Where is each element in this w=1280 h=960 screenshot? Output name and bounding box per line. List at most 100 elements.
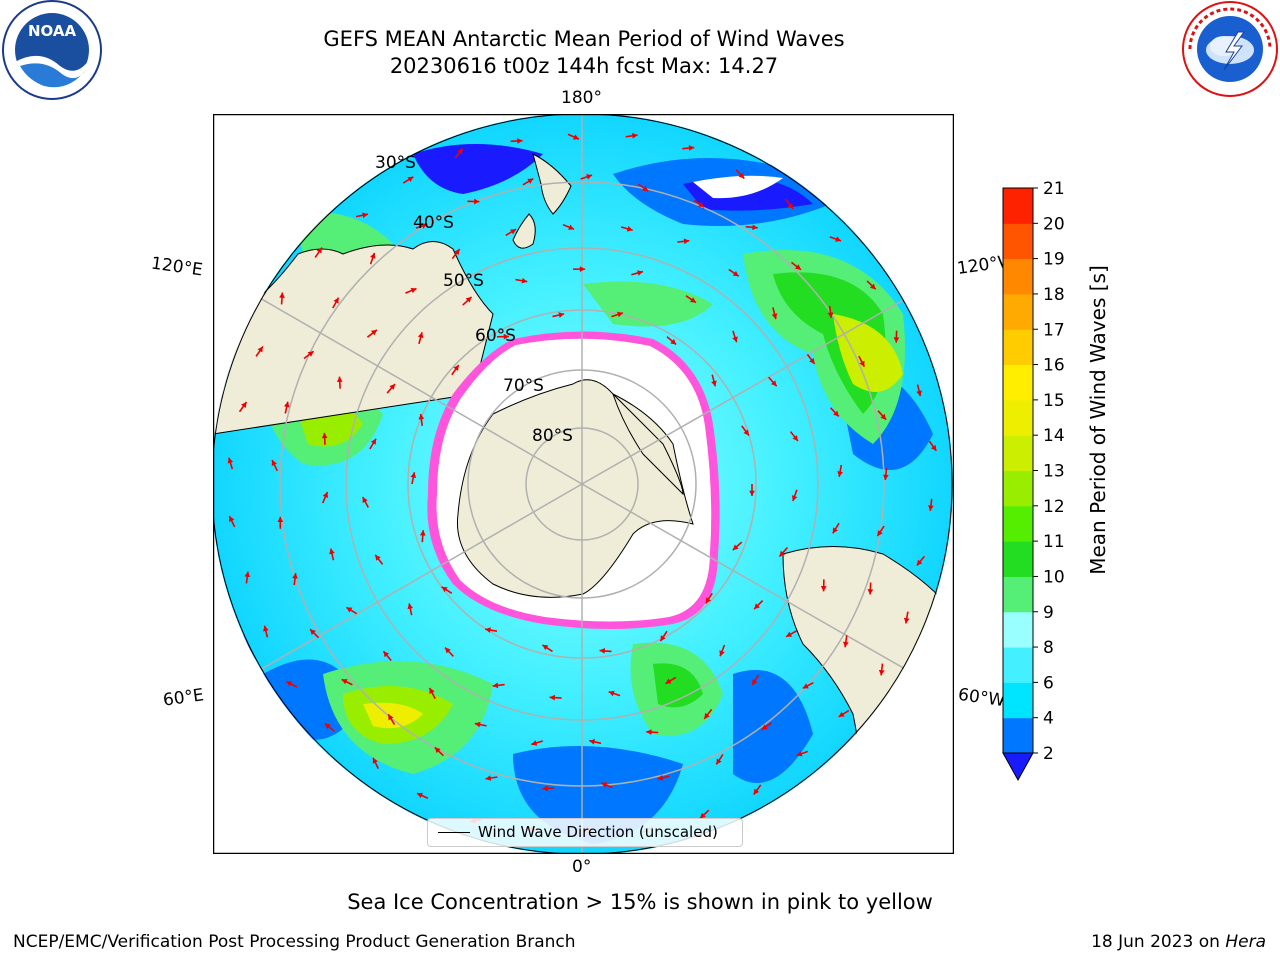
wind-arrowhead	[698, 201, 705, 208]
wind-arrowhead	[383, 651, 390, 658]
wind-arrowhead	[930, 444, 937, 451]
colorbar-tick-label: 8	[1043, 638, 1054, 658]
colorbar-segment	[1003, 647, 1033, 683]
wind-arrowhead	[372, 757, 378, 764]
wind-arrowhead	[835, 236, 842, 242]
wind-arrowhead	[916, 559, 923, 566]
wind-arrowhead	[445, 647, 451, 654]
wind-arrowhead	[370, 252, 376, 259]
wind-arrowhead	[637, 270, 643, 276]
wind-arrowhead	[370, 329, 377, 336]
wind-arrowhead	[465, 296, 472, 303]
wind-arrowhead	[542, 785, 548, 792]
colorbar-segment	[1003, 399, 1033, 436]
wind-arrowhead	[880, 413, 887, 420]
wind-arrowhead	[434, 747, 441, 754]
wind-arrowhead	[903, 617, 910, 624]
wind-arrowhead	[719, 650, 725, 657]
wind-arrowhead	[454, 249, 460, 256]
wind-arrowhead	[244, 571, 251, 578]
noaa-logo-text: NOAA	[28, 22, 77, 40]
lat-label-70s: 70°S	[503, 376, 544, 396]
wind-arrowhead	[738, 172, 745, 179]
wind-arrowhead	[558, 312, 565, 318]
wind-arrowhead	[753, 788, 760, 795]
colorbar-segment	[1003, 293, 1033, 330]
wind-arrowhead	[485, 627, 491, 633]
wind-arrowhead	[683, 238, 690, 245]
wind-arrowhead	[820, 586, 827, 592]
wind-arrowhead	[474, 198, 480, 205]
wind-arrowhead	[795, 264, 801, 270]
chart-subtitle: 20230616 t00z 144h fcst Max: 14.27	[389, 54, 779, 78]
wind-arrowhead	[732, 544, 739, 551]
wind-arrowhead	[646, 729, 652, 735]
wind-arrowhead	[916, 390, 922, 397]
wind-arrowhead	[542, 644, 549, 651]
wind-arrowhead	[418, 413, 425, 420]
wind-arrowhead	[882, 474, 889, 481]
footer-date-text: 18 Jun 2023 on	[1091, 932, 1220, 952]
wind-arrowhead	[485, 775, 492, 781]
colorbar-segment	[1003, 541, 1033, 577]
wind-arrowhead	[324, 723, 331, 730]
wind-arrowhead	[492, 682, 499, 689]
wind-arrowhead	[832, 527, 838, 534]
colorbar-segment	[1003, 364, 1033, 401]
colorbar-tick-label: 12	[1043, 497, 1065, 517]
wind-arrowhead	[286, 681, 293, 687]
wind-arrowhead	[279, 292, 285, 298]
wind-arrowhead	[429, 687, 435, 694]
wind-arrowhead	[410, 472, 417, 478]
wind-arrowhead	[389, 384, 396, 390]
wind-arrowhead	[277, 516, 284, 523]
wind-arrowhead	[809, 357, 815, 364]
wind-arrowhead	[838, 711, 845, 717]
wind-arrowhead	[229, 516, 235, 523]
lon-label-180: 180°	[561, 88, 602, 108]
wind-arrowhead	[410, 287, 417, 294]
lat-label-60s: 60°S	[475, 326, 516, 346]
graticule	[213, 114, 953, 854]
colorbar: 2 4 6 8 9 10 11 12 13 14 15 16 17 18 19 20 21	[1002, 180, 1065, 782]
wind-arrowhead	[786, 631, 793, 637]
wind-arrowhead	[527, 178, 534, 184]
colorbar-segment	[1003, 682, 1033, 719]
wind-arrowhead	[878, 669, 885, 676]
wind-arrowhead	[732, 270, 739, 277]
wind-arrowhead	[705, 597, 712, 604]
lon-label-0: 0°	[572, 857, 592, 877]
wind-arrowhead	[761, 724, 768, 730]
wind-arrowhead	[241, 401, 247, 408]
wind-arrowhead	[802, 683, 809, 689]
wind-arrowhead	[665, 678, 672, 684]
colorbar-segment	[1003, 329, 1033, 366]
footer-date: 18 Jun 2023 on Hera	[1091, 932, 1266, 952]
lat-label-50s: 50°S	[443, 271, 484, 291]
wind-arrowhead	[329, 548, 335, 555]
colorbar-segment	[1003, 611, 1033, 648]
colorbar-segment	[1003, 258, 1033, 295]
wind-arrowhead	[307, 351, 314, 357]
wind-arrowhead	[660, 635, 666, 642]
legend-label: Wind Wave Direction (unscaled)	[478, 823, 718, 841]
wind-arrowhead	[796, 750, 803, 757]
wind-arrowhead	[510, 229, 517, 235]
wind-arrowhead	[421, 223, 428, 229]
colorbar-tick-label: 6	[1043, 673, 1054, 693]
wind-arrowhead	[521, 277, 528, 284]
wind-arrowhead	[749, 490, 755, 496]
colorbar-tick-label: 16	[1043, 356, 1065, 376]
wind-arrowhead	[370, 438, 377, 445]
lat-label-40s: 40°S	[413, 213, 454, 233]
colorbar-tick-label: 21	[1043, 180, 1065, 199]
wind-wave-arrows	[227, 132, 938, 835]
colorbar-tick-label: 18	[1043, 285, 1065, 305]
wind-arrowhead	[388, 714, 394, 721]
noaa-logo: NOAA	[2, 0, 102, 100]
wind-arrowhead	[407, 603, 414, 610]
wind-arrowhead	[292, 573, 298, 579]
wind-arrowhead	[419, 530, 426, 536]
colorbar-tick-label: 9	[1043, 603, 1054, 623]
wind-arrowhead	[617, 311, 623, 318]
